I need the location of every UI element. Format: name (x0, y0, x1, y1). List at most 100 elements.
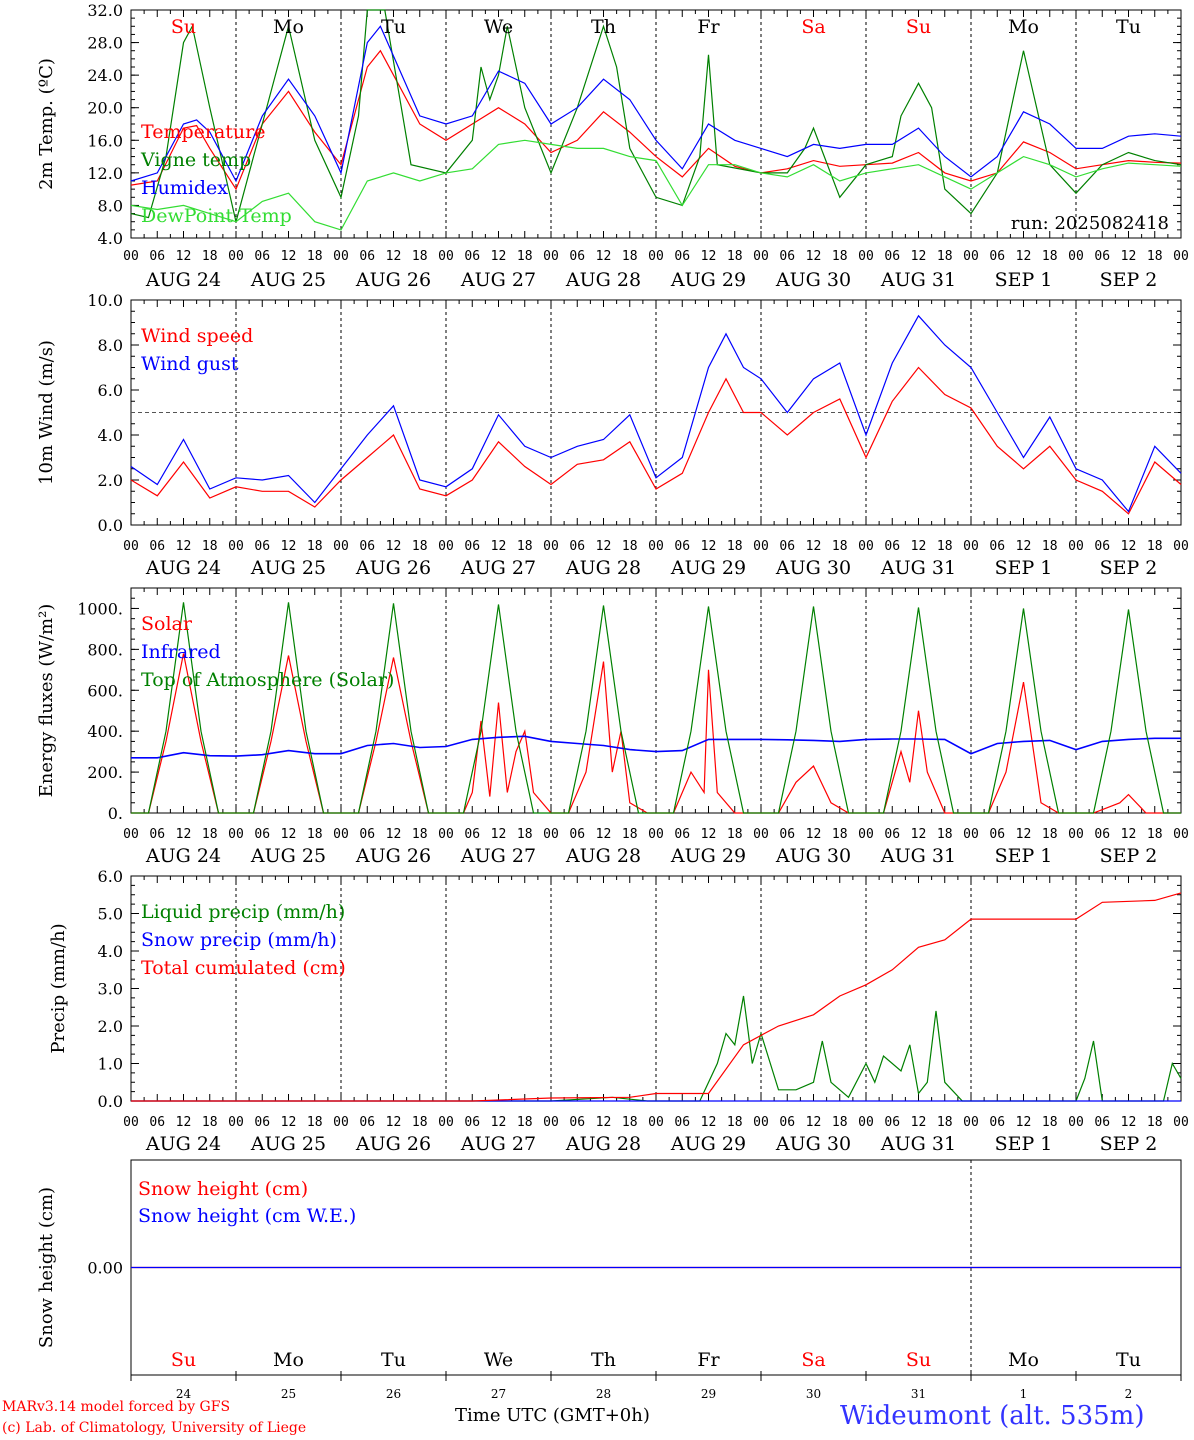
y-axis-title: Precip (mm/h) (48, 923, 69, 1053)
date-label: AUG 27 (460, 557, 536, 579)
hour-tick-label: 18 (202, 539, 218, 554)
xaxis-label: Time UTC (GMT+0h) (455, 1405, 650, 1426)
hour-tick-label: 18 (1147, 1115, 1163, 1130)
date-label: AUG 27 (460, 1133, 536, 1155)
hour-tick-label: 06 (779, 249, 795, 264)
series-line-vigne-temp (130, 9, 1182, 222)
hour-tick-label: 12 (596, 539, 612, 554)
y-tick-label: 6.0 (98, 381, 123, 400)
weekday-label: Tu (1116, 16, 1141, 38)
date-label: AUG 26 (355, 1133, 431, 1155)
weekday-label: Su (906, 1349, 931, 1371)
hour-tick-label: 18 (412, 249, 428, 264)
y-axis-title: Snow height (cm) (36, 1187, 57, 1348)
hour-tick-label: 00 (753, 539, 769, 554)
hour-tick-label: 12 (176, 1115, 192, 1130)
hour-tick-label: 00 (858, 539, 874, 554)
hour-tick-label: 06 (569, 1115, 585, 1130)
date-label: SEP 2 (1100, 557, 1158, 579)
hour-tick-label: 06 (464, 827, 480, 842)
hour-tick-label: 12 (911, 249, 927, 264)
hour-tick-label: 06 (989, 827, 1005, 842)
y-tick-label: 4.0 (98, 426, 123, 445)
hour-tick-label: 06 (254, 539, 270, 554)
hour-tick-label: 06 (884, 1115, 900, 1130)
hour-tick-label: 00 (228, 1115, 244, 1130)
date-label: AUG 24 (145, 269, 221, 291)
hour-tick-label: 06 (464, 249, 480, 264)
hour-tick-label: 00 (228, 539, 244, 554)
hour-tick-label: 00 (543, 249, 559, 264)
date-label: SEP 2 (1100, 1133, 1158, 1155)
date-label: AUG 27 (460, 269, 536, 291)
y-tick-label: 2.0 (98, 471, 123, 490)
hour-tick-label: 18 (202, 827, 218, 842)
hour-tick-label: 06 (254, 827, 270, 842)
hour-tick-label: 00 (543, 1115, 559, 1130)
hour-tick-label: 06 (1094, 827, 1110, 842)
y-tick-label: 24.0 (87, 66, 123, 85)
day-number-label: 2 (1125, 1387, 1133, 1401)
hour-tick-label: 18 (412, 827, 428, 842)
day-number-label: 28 (596, 1387, 611, 1401)
hour-tick-label: 00 (123, 249, 139, 264)
hour-tick-label: 00 (1173, 1115, 1189, 1130)
weekday-label: We (484, 16, 513, 38)
legend-entry: Vigne temp (140, 149, 251, 171)
hour-tick-label: 12 (1016, 827, 1032, 842)
hour-tick-label: 18 (1042, 1115, 1058, 1130)
hour-tick-label: 06 (1094, 539, 1110, 554)
hour-tick-label: 06 (149, 249, 165, 264)
hour-tick-label: 18 (622, 1115, 638, 1130)
weekday-label: Th (591, 1349, 616, 1371)
hour-tick-label: 00 (1068, 249, 1084, 264)
hour-tick-label: 00 (1173, 827, 1189, 842)
hour-tick-label: 00 (543, 827, 559, 842)
hour-tick-label: 12 (806, 1115, 822, 1130)
y-tick-label: 32.0 (87, 1, 123, 20)
hour-tick-label: 06 (149, 539, 165, 554)
hour-tick-label: 18 (832, 249, 848, 264)
hour-tick-label: 06 (779, 827, 795, 842)
hour-tick-label: 12 (701, 1115, 717, 1130)
hour-tick-label: 06 (674, 1115, 690, 1130)
series-line-infrared (131, 735, 1181, 759)
hour-tick-label: 00 (123, 1115, 139, 1130)
day-number-label: 25 (281, 1387, 296, 1401)
y-tick-label: 0. (108, 804, 123, 823)
legend-entry: Snow height (cm W.E.) (138, 1205, 356, 1227)
hour-tick-label: 06 (989, 249, 1005, 264)
hour-tick-label: 06 (464, 539, 480, 554)
weekday-label: Mo (1008, 1349, 1039, 1371)
hour-tick-label: 06 (254, 1115, 270, 1130)
hour-tick-label: 18 (517, 249, 533, 264)
weekday-label: Mo (273, 16, 304, 38)
hour-tick-label: 06 (359, 1115, 375, 1130)
hour-tick-label: 18 (937, 539, 953, 554)
y-tick-label: 6.0 (98, 867, 123, 886)
hour-tick-label: 12 (911, 539, 927, 554)
hour-tick-label: 18 (517, 827, 533, 842)
day-number-label: 27 (491, 1387, 506, 1401)
hour-tick-label: 06 (674, 249, 690, 264)
hour-tick-label: 18 (622, 249, 638, 264)
hour-tick-label: 18 (1147, 827, 1163, 842)
legend-entry: Liquid precip (mm/h) (141, 901, 345, 923)
hour-tick-label: 00 (648, 827, 664, 842)
hour-tick-label: 12 (386, 249, 402, 264)
hour-tick-label: 06 (989, 1115, 1005, 1130)
hour-tick-label: 12 (1121, 1115, 1137, 1130)
hour-tick-label: 06 (569, 827, 585, 842)
hour-tick-label: 00 (333, 539, 349, 554)
hour-tick-label: 12 (911, 1115, 927, 1130)
y-tick-label: 400. (87, 722, 123, 741)
date-label: AUG 27 (460, 845, 536, 867)
hour-tick-label: 06 (674, 539, 690, 554)
hour-tick-label: 12 (1016, 249, 1032, 264)
date-label: AUG 25 (250, 557, 326, 579)
hour-tick-label: 12 (491, 539, 507, 554)
hour-tick-label: 00 (123, 539, 139, 554)
hour-tick-label: 12 (176, 539, 192, 554)
hour-tick-label: 18 (1042, 539, 1058, 554)
footer-lab: (c) Lab. of Climatology, University of L… (2, 1420, 307, 1436)
